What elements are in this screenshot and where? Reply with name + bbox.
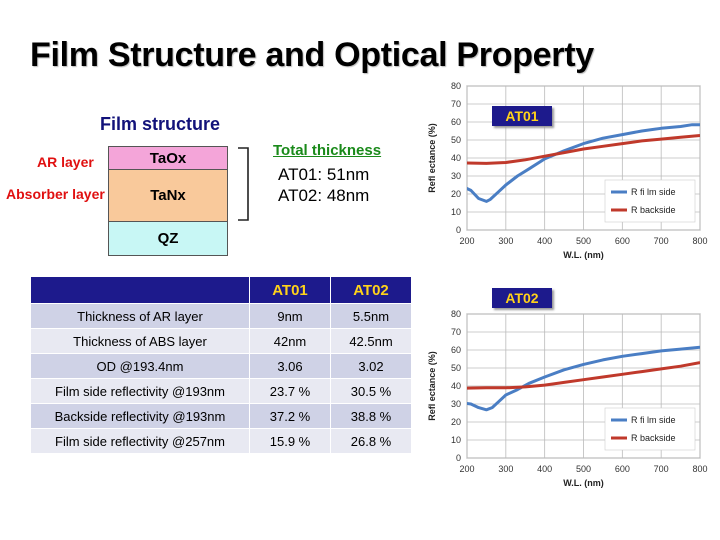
x-tick-label: 400 — [537, 464, 552, 474]
y-tick-label: 20 — [451, 189, 461, 199]
x-tick-label: 600 — [615, 464, 630, 474]
series-line-film-side — [467, 123, 700, 203]
table-cell: 5.5nm — [330, 303, 412, 329]
y-tick-label: 60 — [451, 117, 461, 127]
thickness-at01: AT01: 51nm — [278, 165, 370, 184]
layer-qz: QZ — [108, 222, 228, 256]
x-tick-label: 700 — [654, 236, 669, 246]
x-tick-label: 300 — [498, 464, 513, 474]
table-cell-label: Backside reflectivity @193nm — [30, 403, 250, 429]
table-cell: 42.5nm — [330, 328, 412, 354]
layer-taox: TaOx — [108, 146, 228, 170]
chart-at02: 0 10 20 30 40 50 60 70 80 200 300 400 500 600 700 800 W.… — [427, 309, 708, 488]
x-tick-label: 500 — [576, 464, 591, 474]
y-tick-label: 80 — [451, 309, 461, 319]
table-row: Film side reflectivity @193nm 23.7 % 30.… — [30, 378, 412, 404]
table-cell-label: OD @193.4nm — [30, 353, 250, 379]
table-row: Film side reflectivity @257nm 15.9 % 26.… — [30, 428, 412, 454]
x-tick-label: 600 — [615, 236, 630, 246]
y-tick-label: 60 — [451, 345, 461, 355]
property-table: AT01 AT02 Thickness of AR layer 9nm 5.5n… — [30, 276, 412, 454]
bracket-icon — [238, 147, 249, 221]
table-header-at02: AT02 — [330, 276, 412, 304]
y-tick-label: 20 — [451, 417, 461, 427]
table-header-row: AT01 AT02 — [30, 276, 412, 304]
x-tick-label: 300 — [498, 236, 513, 246]
chart-title-at02: AT02 — [492, 288, 552, 308]
table-cell: 30.5 % — [330, 378, 412, 404]
table-row: OD @193.4nm 3.06 3.02 — [30, 353, 412, 379]
table-header-blank — [30, 276, 250, 304]
y-tick-label: 70 — [451, 99, 461, 109]
table-cell: 42nm — [249, 328, 331, 354]
y-tick-label: 0 — [456, 453, 461, 463]
x-tick-label: 800 — [692, 464, 707, 474]
table-cell: 3.06 — [249, 353, 331, 379]
series-line-backside — [467, 361, 700, 390]
table-cell-label: Film side reflectivity @257nm — [30, 428, 250, 454]
table-row: Backside reflectivity @193nm 37.2 % 38.8… — [30, 403, 412, 429]
table-header-at01: AT01 — [249, 276, 331, 304]
ar-layer-label: AR layer — [37, 154, 94, 170]
total-thickness-heading: Total thickness — [273, 142, 382, 159]
thickness-at02: AT02: 48nm — [278, 186, 370, 205]
y-tick-label: 10 — [451, 207, 461, 217]
legend-box — [604, 407, 696, 451]
x-tick-label: 700 — [654, 464, 669, 474]
x-tick-label: 400 — [537, 236, 552, 246]
page-title: Film Structure and Optical Property — [30, 36, 594, 74]
table-cell: 26.8 % — [330, 428, 412, 454]
legend-entry: R fi lm side — [631, 187, 676, 197]
layer-tanx: TaNx — [108, 170, 228, 222]
y-axis-label: Refl ectance (%) — [427, 351, 437, 421]
x-axis-label: W.L. (nm) — [563, 478, 604, 488]
y-tick-label: 50 — [451, 135, 461, 145]
y-tick-label: 10 — [451, 435, 461, 445]
table-cell-label: Thickness of AR layer — [30, 303, 250, 329]
table-cell-label: Thickness of ABS layer — [30, 328, 250, 354]
y-tick-label: 80 — [451, 81, 461, 91]
y-tick-label: 40 — [451, 381, 461, 391]
table-cell: 9nm — [249, 303, 331, 329]
chart-title-at01: AT01 — [492, 106, 552, 126]
table-row: Thickness of AR layer 9nm 5.5nm — [30, 303, 412, 329]
chart-at01: 0 10 20 30 40 50 60 70 80 200 300 400 500 600 700 800 W.… — [427, 81, 708, 260]
table-row: Thickness of ABS layer 42nm 42.5nm — [30, 328, 412, 354]
table-cell: 37.2 % — [249, 403, 331, 429]
x-tick-label: 200 — [459, 236, 474, 246]
x-axis-label: W.L. (nm) — [563, 250, 604, 260]
x-tick-label: 200 — [459, 464, 474, 474]
table-cell: 23.7 % — [249, 378, 331, 404]
table-cell: 3.02 — [330, 353, 412, 379]
series-line-film-side — [467, 345, 700, 412]
y-tick-label: 30 — [451, 171, 461, 181]
y-tick-label: 50 — [451, 363, 461, 373]
y-tick-label: 0 — [456, 225, 461, 235]
x-tick-label: 800 — [692, 236, 707, 246]
x-tick-label: 500 — [576, 236, 591, 246]
series-line-backside — [467, 134, 700, 165]
y-tick-label: 30 — [451, 399, 461, 409]
film-structure-heading: Film structure — [100, 114, 221, 134]
legend-entry: R fi lm side — [631, 415, 676, 425]
legend-entry: R backside — [631, 433, 676, 443]
table-cell-label: Film side reflectivity @193nm — [30, 378, 250, 404]
y-axis-label: Refl ectance (%) — [427, 123, 437, 193]
legend-entry: R backside — [631, 205, 676, 215]
table-cell: 15.9 % — [249, 428, 331, 454]
y-tick-label: 40 — [451, 153, 461, 163]
absorber-layer-label: Absorber layer — [6, 186, 105, 202]
legend-box — [604, 179, 696, 223]
table-cell: 38.8 % — [330, 403, 412, 429]
y-tick-label: 70 — [451, 327, 461, 337]
